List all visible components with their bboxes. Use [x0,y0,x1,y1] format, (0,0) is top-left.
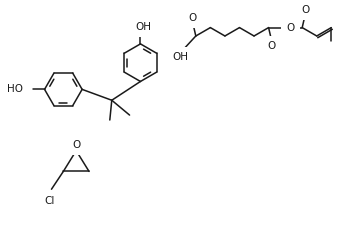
Text: HO: HO [7,84,23,94]
Text: O: O [72,140,80,150]
Text: O: O [286,23,294,33]
Text: OH: OH [172,52,188,62]
Text: O: O [267,41,276,51]
Text: O: O [301,5,309,15]
Text: O: O [189,13,197,23]
Text: OH: OH [135,22,151,32]
Text: Cl: Cl [44,196,55,206]
